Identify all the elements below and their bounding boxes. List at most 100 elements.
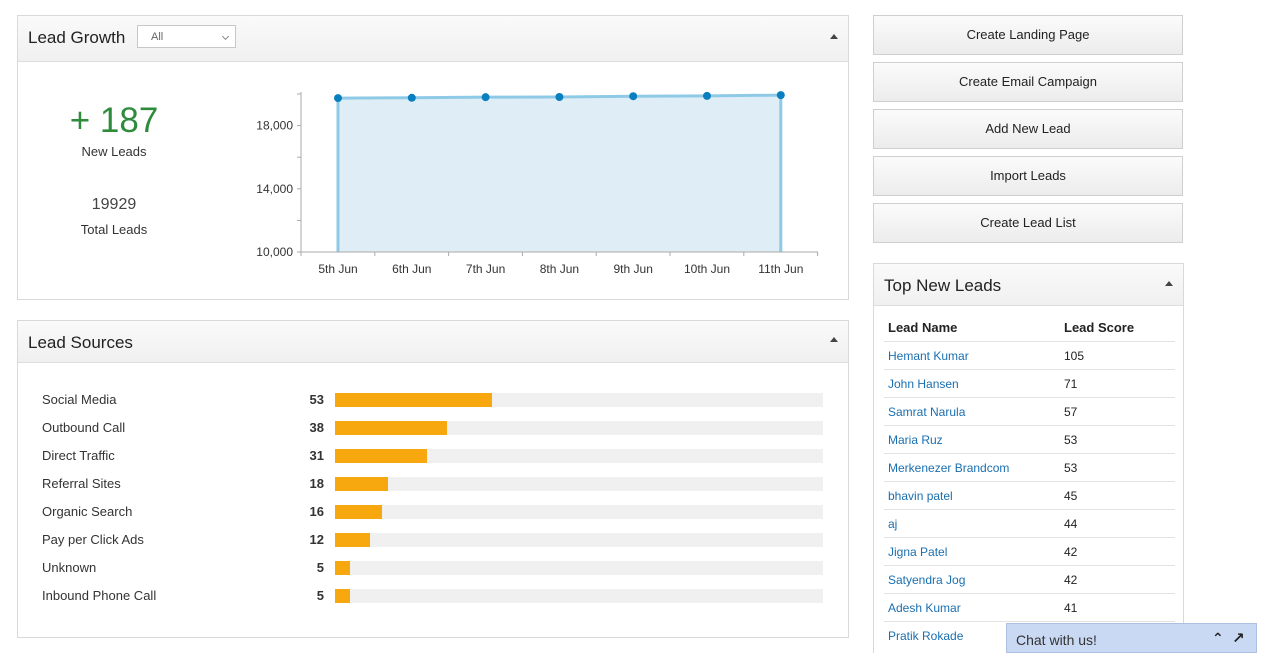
lead-score: 105	[1064, 349, 1085, 363]
lead-source-bar-fill	[335, 421, 448, 435]
total-leads-label: Total Leads	[80, 222, 148, 237]
lead-sources-title: Lead Sources	[28, 333, 133, 352]
lead-name-link[interactable]: Pratik Rokade	[888, 629, 964, 643]
chat-widget[interactable]: Chat with us! ⌃ ↗	[1006, 623, 1257, 653]
chart-data-point	[555, 93, 564, 102]
table-row: Adesh Kumar 41	[884, 593, 1175, 621]
lead-source-row: Outbound Call 38	[18, 413, 848, 441]
lead-source-bar-track	[335, 449, 823, 463]
lead-growth-panel: Lead Growth All + 187 New Leads 19929 To…	[17, 15, 849, 300]
lead-source-bar-track	[335, 589, 823, 603]
chart-data-point	[629, 92, 638, 101]
lead-source-label: Unknown	[42, 560, 97, 575]
table-row: Samrat Narula 57	[884, 397, 1175, 425]
create-email-campaign-button[interactable]: Create Email Campaign	[873, 62, 1183, 102]
lead-name-link[interactable]: John Hansen	[888, 377, 959, 391]
chart-y-tick-label: 10,000	[256, 245, 293, 259]
collapse-up-icon[interactable]	[1165, 281, 1173, 286]
lead-source-count: 5	[316, 560, 324, 575]
table-row: John Hansen 71	[884, 369, 1175, 397]
create-landing-page-button[interactable]: Create Landing Page	[873, 15, 1183, 55]
lead-source-bar-fill	[335, 561, 350, 575]
total-leads-value: 19929	[91, 196, 137, 213]
lead-source-row: Unknown 5	[18, 553, 848, 581]
lead-source-label: Direct Traffic	[42, 448, 115, 463]
lead-source-row: Organic Search 16	[18, 497, 848, 525]
table-row: Merkenezer Brandcom 53	[884, 453, 1175, 481]
lead-source-bar-fill	[335, 589, 350, 603]
lead-name-link[interactable]: Hemant Kumar	[888, 349, 969, 363]
lead-growth-title: Lead Growth	[28, 28, 126, 47]
lead-score: 53	[1064, 461, 1078, 475]
lead-sources-header: Lead Sources	[18, 321, 848, 363]
lead-source-label: Social Media	[42, 392, 117, 407]
lead-source-label: Outbound Call	[42, 420, 126, 435]
chart-y-tick-label: 18,000	[256, 119, 293, 133]
lead-score: 42	[1064, 573, 1078, 587]
chevron-up-icon[interactable]: ⌃	[1212, 630, 1224, 646]
chart-data-point	[407, 93, 416, 102]
lead-name-link[interactable]: Adesh Kumar	[888, 601, 961, 615]
add-new-lead-button[interactable]: Add New Lead	[873, 109, 1183, 149]
top-new-leads-panel: Top New Leads Lead Name Lead Score Heman…	[873, 263, 1184, 653]
chevron-down-icon	[221, 32, 230, 41]
table-row: Satyendra Jog 42	[884, 565, 1175, 593]
lead-source-bar-fill	[335, 449, 427, 463]
chart-x-tick-label: 8th Jun	[540, 262, 579, 276]
collapse-up-icon[interactable]	[830, 34, 838, 39]
lead-source-count: 53	[309, 392, 324, 407]
lead-source-label: Pay per Click Ads	[42, 532, 144, 547]
chart-area-fill	[338, 95, 781, 252]
lead-source-bar-fill	[335, 533, 371, 547]
lead-source-row: Social Media 53	[18, 385, 848, 413]
lead-name-column-header: Lead Name	[888, 320, 958, 335]
lead-growth-header: Lead Growth All	[18, 16, 848, 62]
create-lead-list-button[interactable]: Create Lead List	[873, 203, 1183, 243]
lead-sources-panel: Lead Sources Social Media 53 Outbound Call…	[17, 320, 849, 638]
lead-name-link[interactable]: aj	[888, 517, 898, 531]
table-row: Maria Ruz 53	[884, 425, 1175, 453]
popout-arrow-icon[interactable]: ↗	[1232, 630, 1245, 647]
lead-source-bar-fill	[335, 393, 492, 407]
lead-name-link[interactable]: bhavin patel	[888, 489, 953, 503]
lead-source-count: 5	[316, 588, 324, 603]
table-row: Jigna Patel 42	[884, 537, 1175, 565]
table-row: bhavin patel 45	[884, 481, 1175, 509]
top-new-leads-title: Top New Leads	[884, 276, 1002, 295]
chart-y-tick-label: 14,000	[256, 182, 293, 196]
lead-score: 44	[1064, 517, 1078, 531]
import-leads-button[interactable]: Import Leads	[873, 156, 1183, 196]
lead-growth-filter-select[interactable]: All	[137, 25, 236, 48]
lead-source-label: Inbound Phone Call	[42, 588, 157, 603]
chart-x-tick-label: 7th Jun	[466, 262, 505, 276]
chart-x-tick-label: 11th Jun	[758, 262, 803, 276]
new-leads-value: + 187	[69, 101, 159, 140]
lead-source-count: 31	[309, 448, 324, 463]
lead-source-bar-fill	[335, 477, 389, 491]
lead-source-bar-track	[335, 533, 823, 547]
lead-source-count: 18	[309, 476, 324, 491]
lead-source-count: 16	[309, 504, 324, 519]
table-row: aj 44	[884, 509, 1175, 537]
lead-source-bar-track	[335, 393, 823, 407]
lead-source-row: Pay per Click Ads 12	[18, 525, 848, 553]
lead-source-label: Organic Search	[42, 504, 133, 519]
lead-source-bar-fill	[335, 505, 383, 519]
chart-x-tick-label: 10th Jun	[684, 262, 730, 276]
lead-name-link[interactable]: Maria Ruz	[888, 433, 943, 447]
lead-name-link[interactable]: Satyendra Jog	[888, 573, 966, 587]
lead-source-row: Inbound Phone Call 5	[18, 581, 848, 609]
lead-name-link[interactable]: Merkenezer Brandcom	[888, 461, 1010, 475]
chart-x-tick-label: 6th Jun	[392, 262, 431, 276]
lead-name-link[interactable]: Jigna Patel	[888, 545, 948, 559]
lead-source-bar-track	[335, 477, 823, 491]
lead-source-bar-track	[335, 505, 823, 519]
collapse-up-icon[interactable]	[830, 337, 838, 342]
chart-data-point	[776, 91, 785, 100]
chart-data-point	[334, 94, 342, 103]
lead-score: 53	[1064, 433, 1078, 447]
lead-name-link[interactable]: Samrat Narula	[888, 405, 966, 419]
lead-source-count: 12	[309, 532, 324, 547]
table-row: Pratik Rokade	[884, 621, 1175, 649]
lead-source-bar-track	[335, 421, 823, 435]
